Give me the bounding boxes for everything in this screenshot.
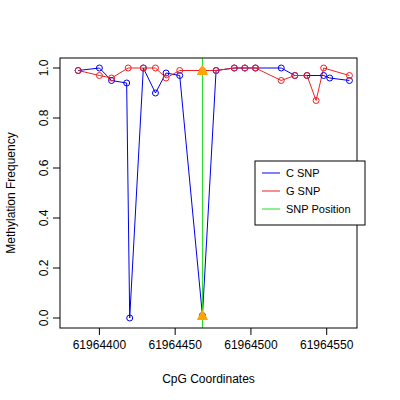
x-tick-label: 61964550 xyxy=(300,338,354,352)
y-tick-label: 0.0 xyxy=(37,309,51,326)
data-point xyxy=(140,65,146,71)
x-axis-label: CpG Coordinates xyxy=(162,372,255,386)
y-tick-label: 0.2 xyxy=(37,259,51,276)
data-point xyxy=(321,65,327,71)
y-tick xyxy=(53,318,60,319)
y-tick-label: 0.4 xyxy=(37,209,51,226)
plot-frame xyxy=(60,58,357,328)
series-line xyxy=(78,68,349,101)
data-point xyxy=(346,73,352,79)
data-point xyxy=(252,65,258,71)
data-point xyxy=(96,65,102,71)
data-point xyxy=(242,65,248,71)
x-tick xyxy=(99,328,100,335)
data-point xyxy=(124,80,130,86)
data-point xyxy=(163,75,169,81)
legend-label: G SNP xyxy=(286,185,320,197)
data-point xyxy=(292,73,298,79)
snp-line xyxy=(202,58,203,328)
chart: 61964400 61964450 61964500 61964550 0.0 0.2 0.… xyxy=(0,0,400,400)
series-line xyxy=(78,68,349,318)
legend-swatch xyxy=(262,191,280,192)
legend-label: SNP Position xyxy=(286,203,351,215)
legend-box xyxy=(255,161,365,225)
data-point xyxy=(304,73,310,79)
data-point xyxy=(278,78,284,84)
y-tick-label: 1.0 xyxy=(37,59,51,76)
x-tick-label: 61964400 xyxy=(73,338,127,352)
y-tick xyxy=(53,168,60,169)
data-point xyxy=(96,73,102,79)
data-point xyxy=(292,73,298,79)
data-point xyxy=(231,65,237,71)
data-point xyxy=(313,98,319,104)
data-point xyxy=(327,75,333,81)
x-tick xyxy=(326,328,327,335)
data-point xyxy=(304,73,310,79)
legend-swatch xyxy=(262,209,280,210)
data-point xyxy=(213,68,219,74)
data-point xyxy=(75,68,81,74)
data-point xyxy=(109,75,115,81)
snp-point xyxy=(197,66,207,75)
y-tick-label: 0.6 xyxy=(37,159,51,176)
data-point xyxy=(177,68,183,74)
data-point xyxy=(140,65,146,71)
y-tick xyxy=(53,68,60,69)
data-point xyxy=(125,65,131,71)
data-point xyxy=(152,90,158,96)
data-point xyxy=(75,68,81,74)
data-point xyxy=(213,68,219,74)
data-point xyxy=(252,65,258,71)
legend-swatch xyxy=(262,173,280,174)
y-tick xyxy=(53,218,60,219)
y-tick xyxy=(53,268,60,269)
snp-point xyxy=(197,311,207,320)
plot-area xyxy=(75,58,352,328)
data-point xyxy=(127,315,133,321)
y-axis-label: Methylation Frequency xyxy=(4,132,18,253)
x-tick-label: 61964500 xyxy=(224,338,278,352)
legend-label: C SNP xyxy=(286,167,320,179)
background xyxy=(0,0,400,400)
y-tick-label: 0.8 xyxy=(37,109,51,126)
x-tick-label: 61964450 xyxy=(148,338,202,352)
data-point xyxy=(278,65,284,71)
data-point xyxy=(242,65,248,71)
x-tick xyxy=(175,328,176,335)
data-point xyxy=(231,65,237,71)
data-point xyxy=(152,65,158,71)
data-point xyxy=(321,73,327,79)
x-tick xyxy=(250,328,251,335)
y-tick xyxy=(53,118,60,119)
